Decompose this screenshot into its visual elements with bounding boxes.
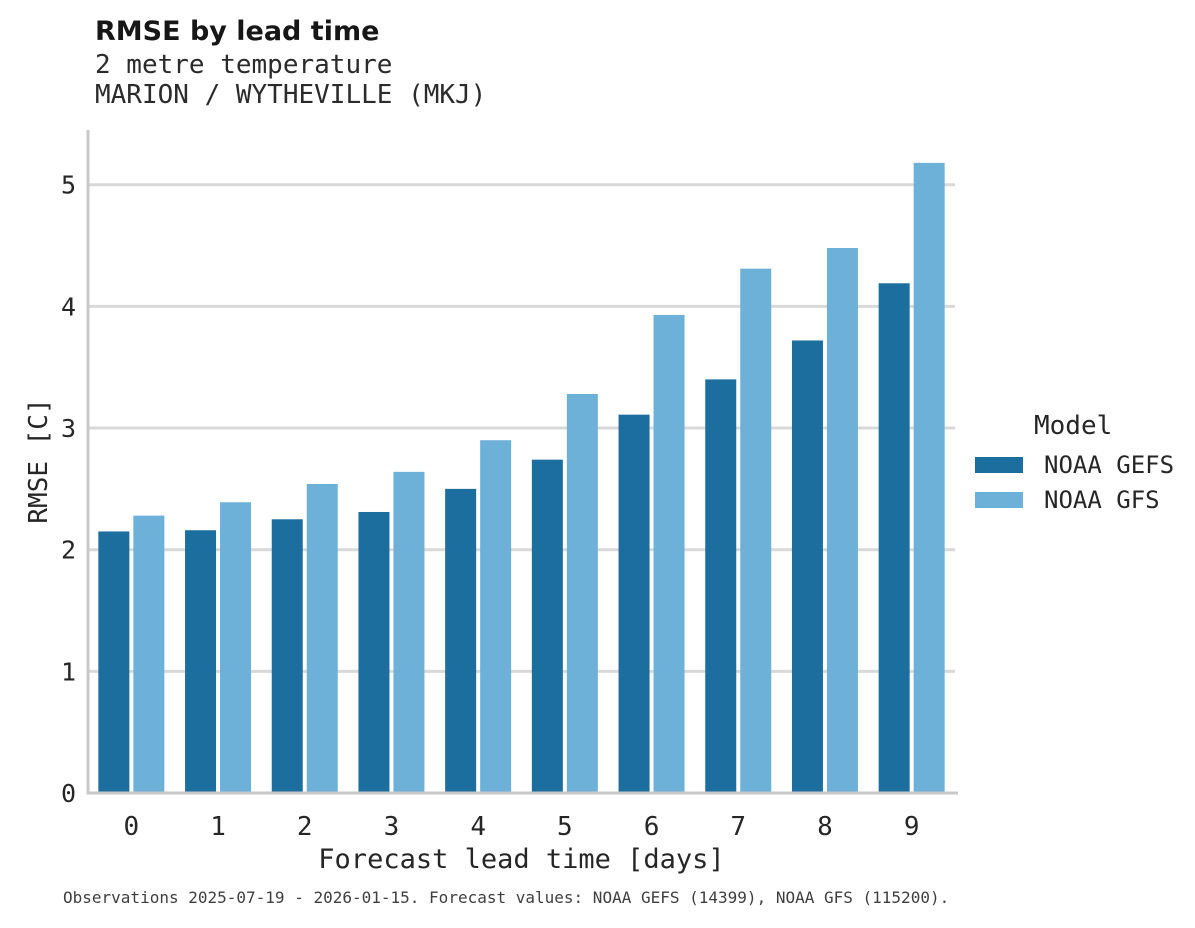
subtitle-station: MARION / WYTHEVILLE (MKJ) <box>95 80 487 110</box>
bar-noaa-gefs-lead-3 <box>358 511 390 793</box>
legend-label-noaa-gfs: NOAA GFS <box>1044 486 1160 514</box>
bar-noaa-gfs-lead-7 <box>740 268 772 793</box>
y-tick-label: 5 <box>61 171 76 200</box>
legend-swatch-noaa-gfs-icon <box>975 492 1023 508</box>
bar-noaa-gfs-lead-4 <box>480 440 512 793</box>
x-tick-label: 7 <box>730 812 746 842</box>
x-tick-label: 2 <box>297 812 313 842</box>
x-tick-label: 1 <box>210 812 226 842</box>
legend-title: Model <box>1034 411 1113 441</box>
bar-noaa-gfs-lead-6 <box>653 314 685 793</box>
bar-noaa-gefs-lead-4 <box>445 488 477 793</box>
bar-noaa-gefs-lead-7 <box>705 379 737 793</box>
x-tick-label: 0 <box>124 812 140 842</box>
bar-noaa-gfs-lead-9 <box>913 162 945 793</box>
bar-noaa-gfs-lead-1 <box>220 502 252 793</box>
bar-noaa-gfs-lead-2 <box>306 484 338 793</box>
bar-noaa-gefs-lead-8 <box>791 340 823 793</box>
chart-subtitle: 2 metre temperature MARION / WYTHEVILLE … <box>95 50 486 110</box>
bar-noaa-gefs-lead-2 <box>271 519 303 793</box>
x-tick-label: 9 <box>904 812 920 842</box>
x-tick-label: 5 <box>557 812 573 842</box>
bar-noaa-gfs-lead-5 <box>566 393 598 793</box>
legend-item-noaa-gfs: NOAA GFS <box>975 486 1174 514</box>
y-tick-label: 0 <box>61 779 76 808</box>
y-tick-label: 1 <box>61 657 76 686</box>
bar-noaa-gefs-lead-1 <box>185 530 217 793</box>
bar-noaa-gefs-lead-5 <box>531 459 563 793</box>
y-tick-label: 4 <box>61 292 76 321</box>
legend-swatch-noaa-gefs-icon <box>975 457 1023 473</box>
subtitle-variable: 2 metre temperature <box>95 50 393 80</box>
bar-noaa-gfs-lead-0 <box>133 515 165 793</box>
x-tick-label: 3 <box>384 812 400 842</box>
bar-noaa-gfs-lead-8 <box>826 248 858 793</box>
x-tick-label: 8 <box>817 812 833 842</box>
bar-noaa-gfs-lead-3 <box>393 471 425 793</box>
bar-noaa-gefs-lead-6 <box>618 414 650 793</box>
x-tick-label: 4 <box>470 812 486 842</box>
legend: Model NOAA GEFS NOAA GFS <box>975 412 1174 523</box>
y-tick-label: 3 <box>61 414 76 443</box>
y-tick-label: 2 <box>61 536 76 565</box>
bar-noaa-gefs-lead-9 <box>878 283 910 793</box>
footer-note: Observations 2025-07-19 - 2026-01-15. Fo… <box>63 888 950 907</box>
chart-title: RMSE by lead time <box>95 16 380 47</box>
legend-label-noaa-gefs: NOAA GEFS <box>1044 451 1175 479</box>
bar-noaa-gefs-lead-0 <box>98 531 130 793</box>
x-tick-label: 6 <box>644 812 660 842</box>
x-axis-label: Forecast lead time [days] <box>318 844 725 875</box>
legend-item-noaa-gefs: NOAA GEFS <box>975 451 1175 479</box>
